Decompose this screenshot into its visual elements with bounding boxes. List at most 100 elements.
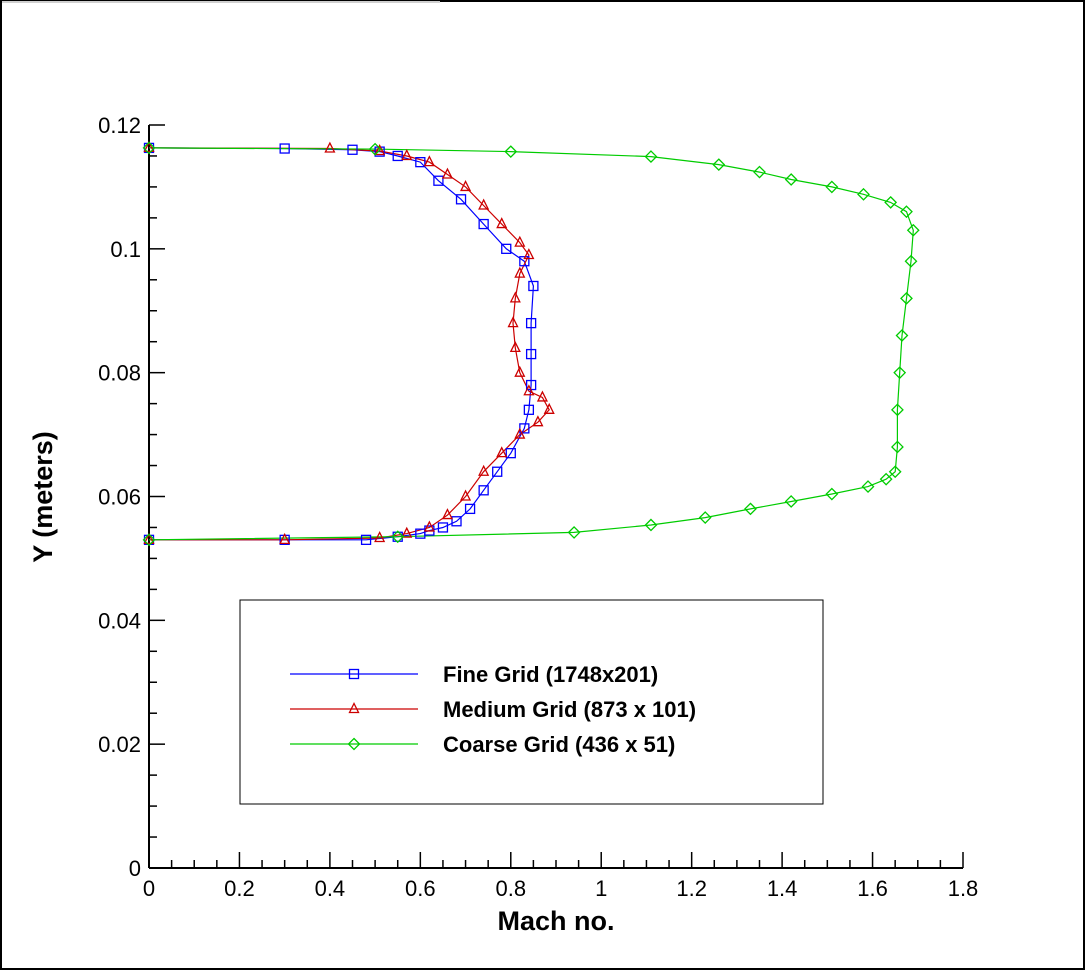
data-point-square [505, 448, 516, 459]
series-markers [142, 140, 920, 547]
data-point-triangle [279, 532, 291, 544]
data-point-triangle [507, 316, 519, 328]
x-tick-label: 0.2 [224, 876, 255, 901]
data-point-triangle [374, 531, 386, 543]
legend-box [239, 599, 824, 805]
data-point-diamond [888, 465, 902, 479]
data-point-triangle [478, 198, 490, 210]
data-point-triangle [401, 149, 413, 161]
x-tick-label: 1.2 [676, 876, 707, 901]
y-tick-label: 0.02 [98, 732, 141, 757]
data-point-diamond [825, 487, 839, 501]
data-point-triangle [460, 179, 472, 192]
data-point-triangle [478, 464, 490, 476]
data-point-square [528, 280, 539, 292]
data-point-square [433, 175, 444, 186]
y-tick-label: 0.1 [110, 237, 141, 262]
data-point-triangle [536, 390, 548, 402]
data-point-diamond [904, 254, 918, 268]
x-tick-label: 1.8 [948, 876, 979, 901]
data-point-diamond [142, 533, 156, 547]
legend-label: Coarse Grid (436 x 51) [443, 732, 675, 757]
data-point-diamond [391, 530, 405, 544]
series-line-2 [148, 147, 550, 541]
data-point-square [525, 317, 537, 329]
data-point-diamond [784, 173, 798, 186]
data-point-square [519, 256, 530, 267]
x-tick-label: 0.6 [405, 876, 436, 901]
data-point-triangle [509, 291, 521, 303]
legend-label: Fine Grid (1748x201) [443, 662, 658, 687]
data-point-diamond [900, 291, 913, 305]
y-tick-label: 0 [129, 856, 141, 881]
data-point-diamond [698, 511, 712, 524]
data-point-triangle [496, 217, 508, 229]
data-point-diamond [753, 165, 766, 179]
data-point-square [501, 243, 512, 254]
data-point-square [392, 150, 403, 162]
data-point-square [437, 522, 449, 533]
legend-marker [348, 702, 360, 714]
data-point-triangle [143, 140, 155, 153]
data-point-triangle [441, 508, 454, 520]
legend-label: Medium Grid (873 x 101) [443, 697, 696, 722]
data-point-square [455, 194, 467, 205]
data-point-diamond [784, 495, 798, 508]
data-point-triangle [523, 384, 535, 396]
data-point-triangle [514, 365, 526, 377]
data-point-diamond [644, 518, 658, 532]
x-axis-title: Mach no. [497, 906, 614, 936]
x-tick-label: 1.4 [767, 876, 798, 901]
data-point-triangle [523, 248, 535, 260]
data-point-diamond [861, 480, 875, 494]
data-point-triangle [496, 446, 508, 458]
data-point-diamond [142, 141, 156, 155]
data-point-diamond [644, 150, 658, 163]
data-point-diamond [712, 158, 726, 172]
data-point-square [478, 218, 489, 230]
data-point-diamond [900, 205, 913, 219]
data-point-triangle [514, 266, 526, 278]
data-point-diamond [895, 329, 909, 342]
data-point-square [451, 516, 462, 527]
data-point-square [525, 348, 537, 360]
y-tick-label: 0.04 [98, 608, 141, 633]
x-tick-label: 1.6 [857, 876, 888, 901]
data-point-triangle [543, 402, 555, 414]
data-point-diamond [884, 195, 898, 209]
data-point-triangle [423, 155, 435, 167]
data-point-square [374, 146, 385, 157]
data-point-diamond [857, 187, 870, 201]
x-tick-label: 0 [143, 876, 155, 901]
data-point-triangle [509, 340, 521, 353]
x-tick-label: 0.8 [495, 876, 526, 901]
x-tick-label: 1 [595, 876, 607, 901]
data-point-square [492, 466, 503, 477]
data-point-diamond [906, 223, 920, 237]
data-point-square [415, 156, 426, 168]
data-point-diamond [893, 366, 907, 380]
data-point-square [464, 503, 476, 515]
series-line-3 [148, 147, 914, 541]
data-point-triangle [532, 415, 544, 427]
y-tick-label: 0.12 [98, 113, 141, 138]
data-point-diamond [368, 142, 382, 156]
data-point-diamond [504, 145, 518, 159]
y-tick-label: 0.08 [98, 361, 141, 386]
data-point-square [279, 143, 290, 154]
y-axis-title: Y (meters) [28, 431, 58, 563]
data-point-square [523, 404, 535, 415]
data-point-triangle [374, 144, 386, 156]
data-point-triangle [441, 167, 454, 179]
data-point-triangle [324, 141, 336, 153]
data-point-diamond [891, 440, 904, 454]
data-point-diamond [567, 525, 581, 539]
data-point-diamond [744, 502, 757, 516]
data-point-triangle [423, 520, 435, 532]
legend-marker [348, 668, 360, 680]
data-point-square [478, 485, 489, 496]
data-point-diamond [891, 403, 904, 417]
data-point-square [347, 144, 358, 155]
